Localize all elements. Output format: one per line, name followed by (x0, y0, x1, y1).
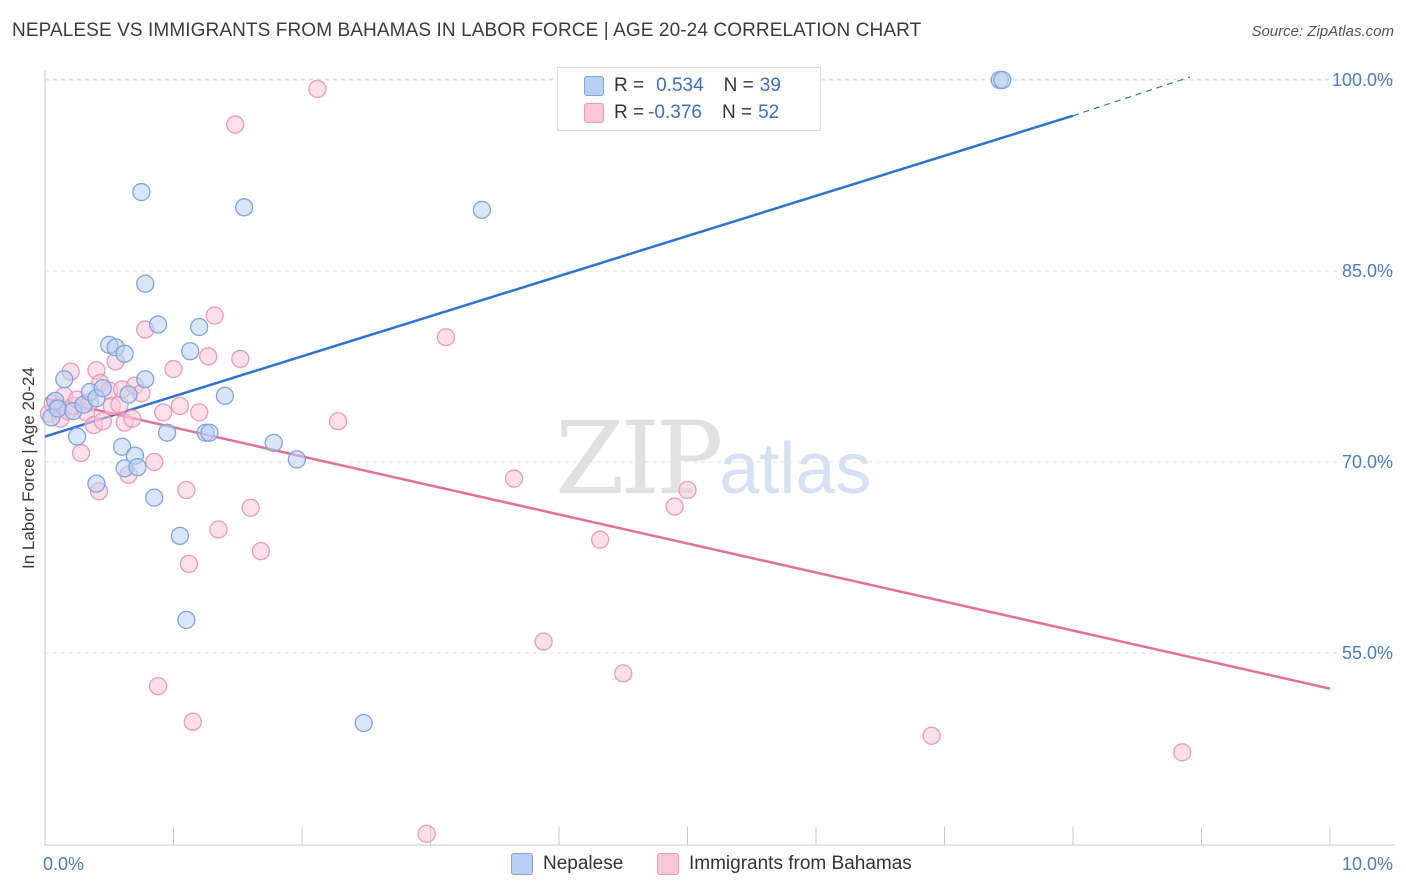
axes (44, 70, 1395, 846)
r-label: R = (614, 102, 645, 123)
nepalese-point (48, 399, 67, 418)
bahamas-trend-line (44, 397, 1331, 690)
nepalese-point (200, 423, 219, 442)
bahamas-point (190, 403, 209, 422)
bahamas-point (251, 541, 271, 561)
x-tick-label: 10.0% (1342, 854, 1393, 874)
y-tick-label: 85.0% (1342, 261, 1393, 281)
bahamas-point (148, 676, 168, 696)
bahamas-point (678, 480, 697, 500)
nepalese-trend-line (44, 114, 1074, 438)
bahamas-point (922, 726, 941, 745)
nepalese-point (112, 437, 132, 456)
tick-labels: 55.0% 70.0% 85.0% 100.0% 0.0% 10.0% (43, 70, 1393, 874)
nepalese-point (67, 427, 87, 446)
nepalese-point (993, 70, 1012, 90)
legend-label-nepalese: Nepalese (543, 853, 624, 874)
nepalese-point (136, 274, 155, 293)
gridlines (45, 78, 1395, 654)
bahamas-point (226, 115, 245, 134)
nepalese-point (119, 385, 138, 404)
legend-item-nepalese: Nepalese (511, 852, 623, 876)
n-label: N = (721, 102, 753, 123)
bahamas-swatch (584, 103, 604, 123)
legend-item-bahamas: Immigrants from Bahamas (657, 852, 912, 876)
source-note: Source: ZipAtlas.com (1251, 23, 1394, 40)
bahamas-point (170, 396, 190, 416)
bahamas-point (164, 359, 183, 379)
bahamas-point (145, 452, 164, 472)
bahamas-point (209, 520, 228, 539)
y-tick-label: 55.0% (1342, 643, 1393, 663)
bahamas-point (93, 412, 112, 431)
nepalese-point (115, 344, 134, 363)
n-value: 52 (758, 102, 780, 123)
chart-title: NEPALESE VS IMMIGRANTS FROM BAHAMAS IN L… (12, 20, 922, 41)
nepalese-point (235, 198, 254, 217)
nepalese-point (190, 317, 209, 337)
r-label: R = (614, 75, 645, 96)
bahamas-point (71, 443, 91, 463)
n-label: N = (723, 75, 754, 96)
bahamas-point (308, 79, 327, 99)
r-value: -0.376 (648, 102, 702, 123)
bahamas-point (179, 554, 199, 574)
watermark-zip: ZIP (555, 400, 723, 517)
x-tick-label: 0.0% (43, 854, 84, 874)
n-value: 39 (759, 75, 781, 96)
bahamas-point (1173, 743, 1192, 762)
nepalese-swatch (584, 76, 604, 96)
nepalese-point (287, 450, 307, 469)
nepalese-point (128, 457, 147, 477)
nepalese-point (472, 200, 492, 220)
bahamas-point (205, 306, 224, 325)
legend-row-bahamas: R = -0.376 N = 52 (584, 100, 779, 126)
nepalese-point (354, 713, 373, 733)
watermark-atlas: atlas (719, 429, 872, 509)
nepalese-point (136, 370, 155, 389)
bahamas-point (123, 409, 142, 428)
y-tick-label: 70.0% (1342, 452, 1393, 472)
bahamas-point (199, 347, 218, 366)
correlation-legend: R = 0.534 N = 39 R = -0.376 N = 52 (557, 67, 821, 131)
nepalese-point (170, 526, 190, 546)
bahamas-point (183, 712, 202, 731)
nepalese-point (157, 423, 177, 442)
bahamas-point (614, 664, 633, 683)
bahamas-point (665, 497, 684, 516)
nepalese-trend-extension (1072, 76, 1191, 117)
nepalese-point (93, 378, 112, 398)
watermark: ZIPatlas (555, 400, 871, 517)
nepalese-point (148, 315, 168, 334)
nepalese-point (177, 610, 196, 630)
bahamas-point (328, 412, 348, 431)
nepalese-point (87, 474, 106, 493)
bahamas-point (590, 530, 610, 549)
bahamas-point (534, 632, 553, 651)
nepalese-legend-swatch (511, 853, 533, 875)
nepalese-point (132, 182, 151, 202)
bahamas-point (436, 328, 456, 347)
nepalese-point (181, 342, 200, 361)
legend-row-nepalese: R = 0.534 N = 39 (584, 73, 781, 99)
nepalese-point (215, 386, 235, 405)
legend-label-bahamas: Immigrants from Bahamas (689, 853, 912, 874)
bahamas-point (231, 349, 250, 369)
y-tick-label: 100.0% (1332, 70, 1393, 90)
trend-lines (44, 76, 1331, 690)
data-points (39, 70, 1192, 843)
bahamas-point (154, 403, 173, 422)
bahamas-point (177, 480, 196, 500)
bahamas-legend-swatch (657, 853, 679, 875)
bahamas-point (417, 824, 436, 843)
nepalese-point (55, 370, 74, 389)
r-value: 0.534 (656, 75, 704, 96)
bahamas-point (241, 498, 260, 517)
nepalese-point (145, 488, 164, 507)
bahamas-point (504, 469, 524, 488)
nepalese-point (264, 433, 283, 453)
